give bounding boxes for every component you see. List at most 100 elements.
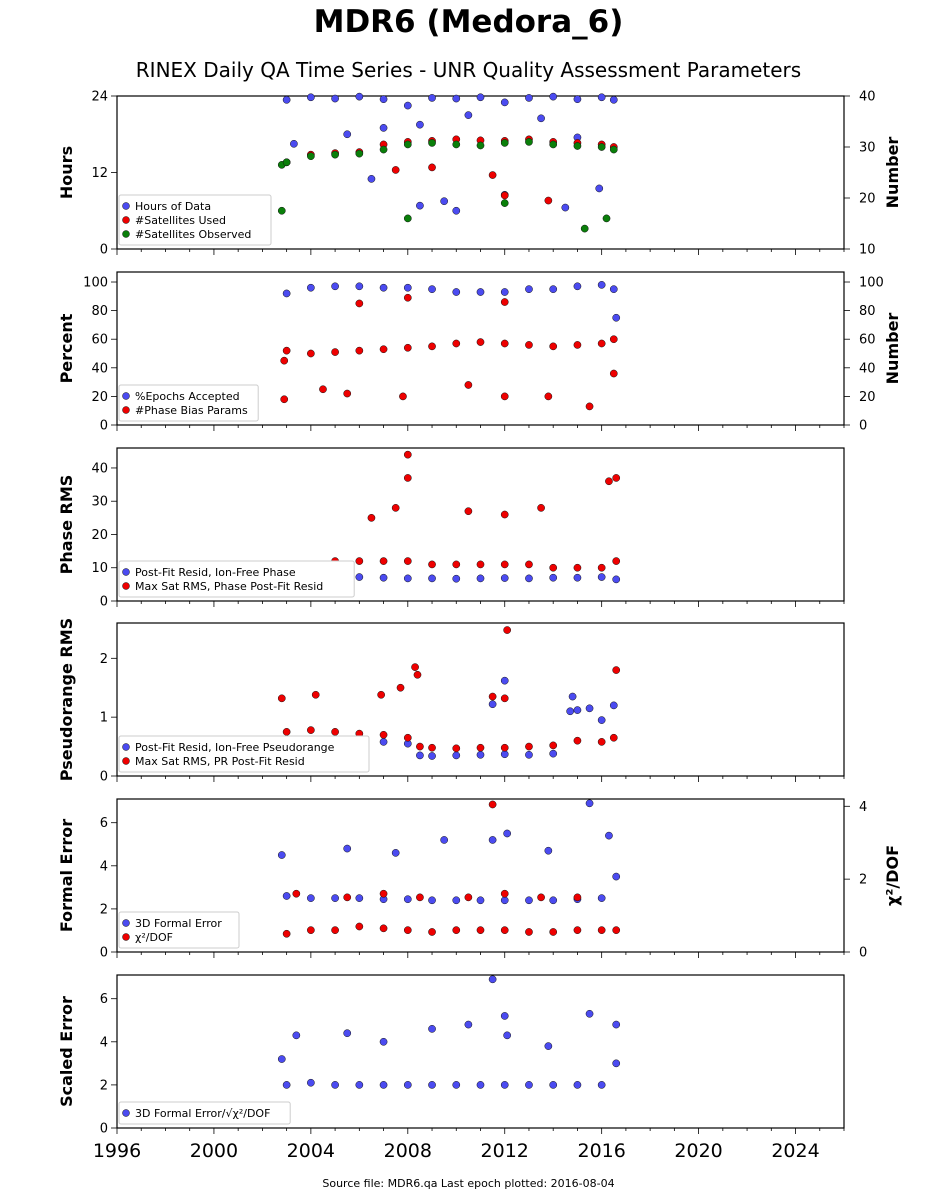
y-tick-label: 2 [100,1078,108,1093]
data-point [573,736,582,745]
legend-label: #Satellites Observed [135,228,251,241]
figure-footer: Source file: MDR6.qa Last epoch plotted:… [322,1177,615,1190]
y-tick-label: 80 [91,304,108,319]
data-point [428,94,436,102]
data-point [500,288,509,296]
y2-tick-label: 60 [859,333,876,348]
data-point [277,206,286,215]
legend-label: Post-Fit Resid, Ion-Free Pseudorange [135,741,335,754]
y-tick-label: 30 [91,495,108,510]
data-point [525,341,533,349]
data-point [452,206,461,215]
legend-label: 3D Formal Error [135,917,222,930]
data-point [561,203,570,212]
data-point [549,749,558,758]
y-tick-label: 20 [91,528,108,543]
data-point [488,700,497,709]
y2-tick-label: 100 [859,276,884,291]
data-point [403,895,412,904]
y-tick-label: 0 [100,595,108,610]
data-point [544,392,553,401]
data-point [399,392,407,401]
figure-subtitle: RINEX Daily QA Time Series - UNR Quality… [135,58,802,82]
data-point [292,889,301,898]
data-point [428,574,436,583]
data-point [379,1081,388,1089]
data-point [476,926,485,934]
y2-tick-label: 30 [859,141,876,156]
data-point [331,1081,339,1089]
data-point [464,1020,473,1029]
data-point [377,690,385,699]
data-point [573,706,582,714]
y-tick-label: 0 [100,1122,108,1137]
legend-marker [122,392,130,400]
data-point [282,158,291,167]
data-point [549,1081,558,1089]
data-point [500,896,509,905]
legend-marker [122,582,130,590]
y-tick-label: 0 [100,419,108,434]
data-point [452,574,461,583]
data-point [612,313,621,322]
data-point [452,744,461,753]
data-point [612,1059,621,1068]
data-point [597,143,606,151]
y-tick-label: 2 [100,652,108,667]
data-point [488,836,497,844]
data-point [602,214,611,223]
x-tick-label: 2000 [190,1140,238,1162]
data-point [307,726,315,734]
legend-marker [122,230,130,238]
data-point [428,743,436,752]
y2-tick-label: 40 [859,90,876,105]
legend-label: #Phase Bias Params [135,404,248,417]
data-point [428,139,436,147]
data-point [331,94,339,103]
data-point [549,140,558,149]
y2-tick-label: 80 [859,304,876,319]
data-point [525,750,533,759]
legend-marker [122,216,130,224]
legend-marker [122,202,130,210]
data-point [403,574,412,583]
data-point [500,392,509,401]
legend-marker [122,933,130,941]
data-point [355,149,364,158]
data-point [597,281,606,289]
data-point [568,692,577,701]
y-tick-label: 60 [91,333,108,348]
data-point [549,928,558,936]
data-point [403,474,412,482]
data-point [488,800,497,809]
data-point [391,166,400,174]
data-point [343,389,352,398]
data-point [573,563,582,572]
data-point [292,1031,301,1040]
data-point [307,349,315,358]
data-point [609,369,618,378]
y-tick-label: 40 [91,361,108,376]
data-point [367,513,376,522]
data-point [403,557,412,565]
data-point [500,510,509,519]
data-point [573,341,582,349]
legend-label: Max Sat RMS, Phase Post-Fit Resid [135,580,323,593]
data-point [416,742,424,751]
y-tick-label: 100 [83,276,108,291]
data-point [307,152,315,161]
data-point [403,140,412,149]
y2-tick-label: 20 [859,390,876,405]
data-point [280,356,289,365]
data-point [537,893,545,902]
legend-box [118,560,355,598]
data-point [612,557,621,565]
data-point [379,124,388,132]
y-tick-label: 12 [91,166,108,181]
data-point [585,799,594,808]
y-tick-label: 0 [100,243,108,258]
data-point [307,926,315,934]
data-point [428,1081,436,1089]
data-point [428,342,436,351]
data-point [476,743,485,752]
